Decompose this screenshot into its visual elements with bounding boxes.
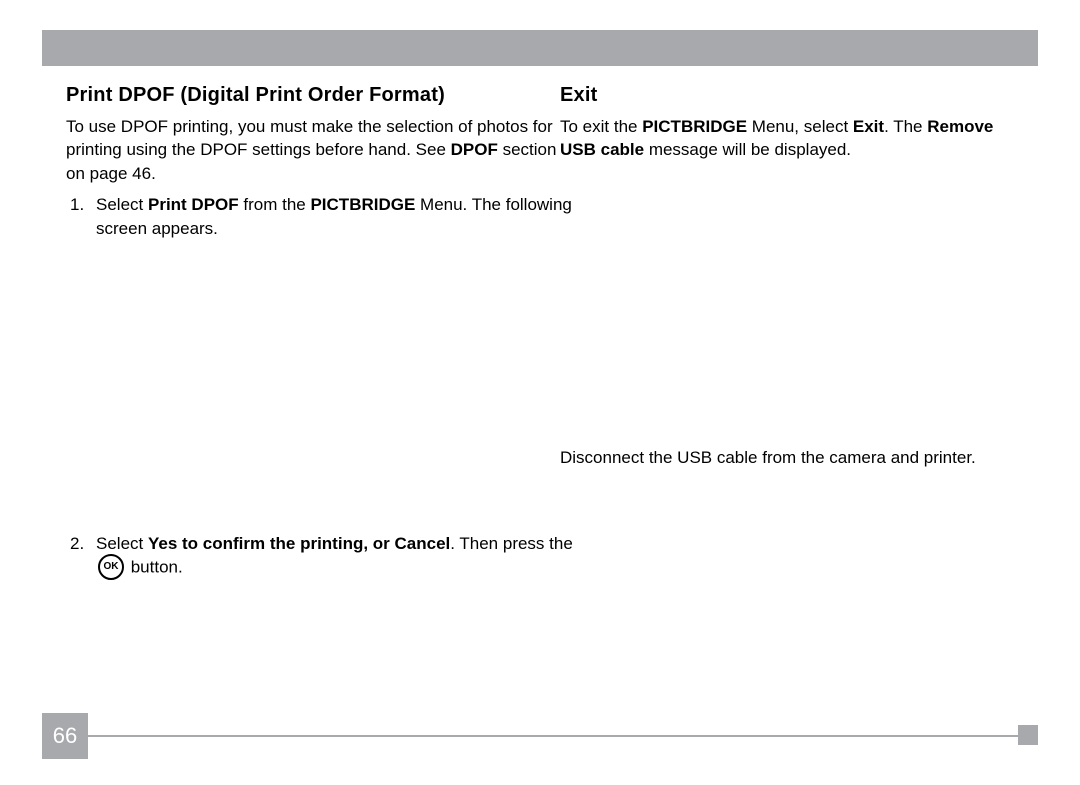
- footer-end-block: [1018, 725, 1038, 745]
- right-para: To exit the PICTBRIDGE Menu, select Exit…: [560, 115, 1030, 162]
- right-post: message will be displayed.: [644, 140, 851, 159]
- step-2-block: 2. Select Yes to confirm the printing, o…: [66, 532, 576, 581]
- step-2-number: 2.: [70, 532, 84, 555]
- header-bar: [42, 30, 1038, 66]
- right-mid1: Menu, select: [747, 117, 853, 136]
- disconnect-block: Disconnect the USB cable from the camera…: [560, 446, 1030, 469]
- footer-line: [88, 735, 1038, 737]
- pictbridge-label-2: PICTBRIDGE: [642, 117, 747, 136]
- step-list: 1. Select Print DPOF from the PICTBRIDGE…: [66, 193, 576, 240]
- right-heading: Exit: [560, 84, 1030, 107]
- step1-pre: Select: [96, 195, 148, 214]
- page-number: 66: [42, 713, 88, 759]
- pictbridge-label-1: PICTBRIDGE: [310, 195, 415, 214]
- content-area: Print DPOF (Digital Print Order Format) …: [66, 84, 1038, 695]
- left-column: Print DPOF (Digital Print Order Format) …: [66, 84, 576, 240]
- step-1-number: 1.: [70, 193, 84, 216]
- step2-pre: Select: [96, 534, 148, 553]
- dpof-label: DPOF: [451, 140, 498, 159]
- right-pre: To exit the: [560, 117, 642, 136]
- yes-cancel-label: Yes to confirm the printing, or Cancel: [148, 534, 450, 553]
- manual-page: Print DPOF (Digital Print Order Format) …: [0, 0, 1080, 785]
- disconnect-text: Disconnect the USB cable from the camera…: [560, 446, 1030, 469]
- left-intro: To use DPOF printing, you must make the …: [66, 115, 576, 185]
- right-column: Exit To exit the PICTBRIDGE Menu, select…: [560, 84, 1030, 162]
- left-heading: Print DPOF (Digital Print Order Format): [66, 84, 576, 107]
- right-mid2: . The: [884, 117, 927, 136]
- ok-icon: OK: [98, 554, 124, 580]
- step-1: 1. Select Print DPOF from the PICTBRIDGE…: [66, 193, 576, 240]
- step1-mid: from the: [239, 195, 311, 214]
- exit-label: Exit: [853, 117, 884, 136]
- print-dpof-label: Print DPOF: [148, 195, 239, 214]
- step2-post2: button.: [126, 558, 183, 577]
- step-2: 2. Select Yes to confirm the printing, o…: [66, 532, 576, 581]
- step2-post1: . Then press the: [450, 534, 573, 553]
- footer: 66: [42, 713, 1038, 759]
